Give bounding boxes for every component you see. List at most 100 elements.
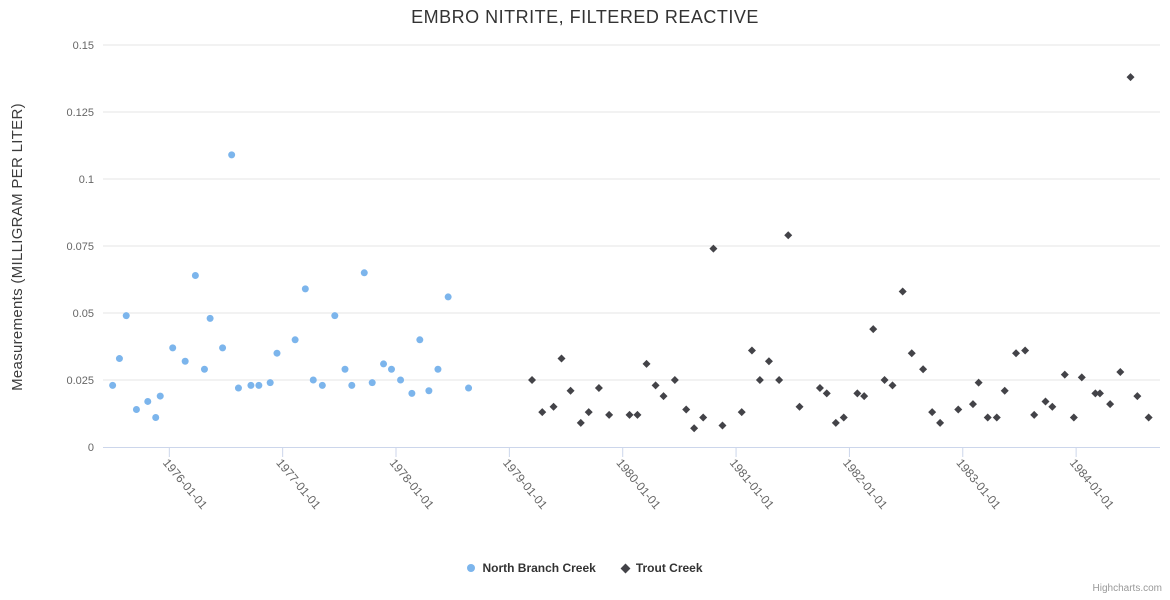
data-point-trout-creek[interactable] [1012, 349, 1021, 358]
data-point-trout-creek[interactable] [538, 408, 547, 417]
data-point-trout-creek[interactable] [1077, 373, 1086, 382]
data-point-north-branch-creek[interactable] [234, 384, 242, 392]
data-point-north-branch-creek[interactable] [266, 379, 274, 387]
data-point-north-branch-creek[interactable] [425, 387, 433, 395]
data-point-trout-creek[interactable] [822, 389, 831, 398]
data-point-north-branch-creek[interactable] [380, 360, 388, 368]
data-point-north-branch-creek[interactable] [397, 376, 405, 384]
data-point-north-branch-creek[interactable] [348, 381, 356, 389]
data-point-north-branch-creek[interactable] [416, 336, 424, 344]
data-point-trout-creek[interactable] [566, 386, 575, 395]
data-point-trout-creek[interactable] [1126, 73, 1135, 82]
data-point-north-branch-creek[interactable] [318, 381, 326, 389]
data-point-north-branch-creek[interactable] [247, 381, 255, 389]
data-point-trout-creek[interactable] [974, 378, 983, 387]
data-point-north-branch-creek[interactable] [309, 376, 317, 384]
data-point-trout-creek[interactable] [557, 354, 566, 363]
data-point-trout-creek[interactable] [682, 405, 691, 414]
data-point-trout-creek[interactable] [764, 357, 773, 366]
data-point-trout-creek[interactable] [549, 402, 558, 411]
data-point-trout-creek[interactable] [659, 392, 668, 401]
data-point-trout-creek[interactable] [784, 231, 793, 240]
data-point-north-branch-creek[interactable] [169, 344, 177, 352]
data-point-trout-creek[interactable] [718, 421, 727, 430]
data-point-trout-creek[interactable] [936, 418, 945, 427]
data-point-trout-creek[interactable] [584, 408, 593, 417]
data-point-trout-creek[interactable] [815, 384, 824, 393]
data-point-trout-creek[interactable] [954, 405, 963, 414]
data-point-trout-creek[interactable] [709, 244, 718, 253]
legend-item-north-branch-creek[interactable]: North Branch Creek [467, 561, 596, 575]
data-point-trout-creek[interactable] [605, 410, 614, 419]
data-point-north-branch-creek[interactable] [255, 381, 263, 389]
data-point-trout-creek[interactable] [1030, 410, 1039, 419]
data-point-trout-creek[interactable] [795, 402, 804, 411]
data-point-north-branch-creek[interactable] [301, 285, 309, 293]
data-point-north-branch-creek[interactable] [291, 336, 299, 344]
data-point-trout-creek[interactable] [1000, 386, 1009, 395]
data-point-trout-creek[interactable] [1133, 392, 1142, 401]
data-point-trout-creek[interactable] [853, 389, 862, 398]
data-point-trout-creek[interactable] [898, 287, 907, 296]
data-point-trout-creek[interactable] [1060, 370, 1069, 379]
data-point-trout-creek[interactable] [528, 376, 537, 384]
data-point-trout-creek[interactable] [642, 359, 651, 368]
data-point-north-branch-creek[interactable] [156, 392, 164, 400]
data-point-trout-creek[interactable] [690, 424, 699, 433]
data-point-north-branch-creek[interactable] [115, 355, 123, 363]
data-point-trout-creek[interactable] [1041, 397, 1050, 406]
data-point-trout-creek[interactable] [651, 381, 660, 390]
data-point-trout-creek[interactable] [831, 418, 840, 427]
data-point-trout-creek[interactable] [880, 376, 889, 384]
data-point-trout-creek[interactable] [1095, 389, 1104, 398]
legend-item-trout-creek[interactable]: Trout Creek [620, 561, 703, 575]
data-point-trout-creek[interactable] [1021, 346, 1030, 355]
data-point-north-branch-creek[interactable] [122, 312, 130, 320]
data-point-north-branch-creek[interactable] [191, 271, 199, 279]
data-point-trout-creek[interactable] [869, 325, 878, 334]
data-point-trout-creek[interactable] [907, 349, 916, 358]
data-point-trout-creek[interactable] [670, 376, 679, 384]
data-point-trout-creek[interactable] [968, 400, 977, 409]
data-point-north-branch-creek[interactable] [206, 314, 214, 322]
data-point-north-branch-creek[interactable] [387, 365, 395, 373]
data-point-north-branch-creek[interactable] [368, 379, 376, 387]
data-point-trout-creek[interactable] [1069, 413, 1078, 422]
data-point-north-branch-creek[interactable] [181, 357, 189, 365]
data-point-trout-creek[interactable] [839, 413, 848, 422]
data-point-trout-creek[interactable] [699, 413, 708, 422]
data-point-trout-creek[interactable] [888, 381, 897, 390]
data-point-north-branch-creek[interactable] [434, 365, 442, 373]
data-point-trout-creek[interactable] [983, 413, 992, 422]
data-point-north-branch-creek[interactable] [360, 269, 368, 277]
data-point-north-branch-creek[interactable] [273, 349, 281, 357]
data-point-trout-creek[interactable] [747, 346, 756, 355]
data-point-trout-creek[interactable] [1091, 389, 1100, 398]
data-point-trout-creek[interactable] [594, 384, 603, 393]
data-point-north-branch-creek[interactable] [341, 365, 349, 373]
data-point-north-branch-creek[interactable] [132, 405, 140, 413]
data-point-north-branch-creek[interactable] [152, 414, 160, 422]
data-point-trout-creek[interactable] [576, 418, 585, 427]
data-point-north-branch-creek[interactable] [228, 151, 236, 159]
data-point-north-branch-creek[interactable] [444, 293, 452, 301]
data-point-trout-creek[interactable] [860, 392, 869, 401]
data-point-trout-creek[interactable] [1116, 367, 1125, 376]
data-point-trout-creek[interactable] [992, 413, 1001, 422]
highcharts-credits-link[interactable]: Highcharts.com [1092, 583, 1162, 594]
data-point-trout-creek[interactable] [928, 408, 937, 417]
data-point-trout-creek[interactable] [919, 365, 928, 374]
data-point-north-branch-creek[interactable] [219, 344, 227, 352]
data-point-trout-creek[interactable] [737, 408, 746, 417]
data-point-trout-creek[interactable] [1106, 400, 1115, 409]
data-point-trout-creek[interactable] [625, 410, 634, 419]
data-point-north-branch-creek[interactable] [331, 312, 339, 320]
data-point-north-branch-creek[interactable] [465, 384, 473, 392]
data-point-trout-creek[interactable] [633, 410, 642, 419]
data-point-north-branch-creek[interactable] [109, 381, 117, 389]
data-point-trout-creek[interactable] [755, 376, 764, 384]
data-point-trout-creek[interactable] [1048, 402, 1057, 411]
data-point-north-branch-creek[interactable] [408, 389, 416, 397]
data-point-trout-creek[interactable] [1144, 413, 1153, 422]
data-point-north-branch-creek[interactable] [200, 365, 208, 373]
